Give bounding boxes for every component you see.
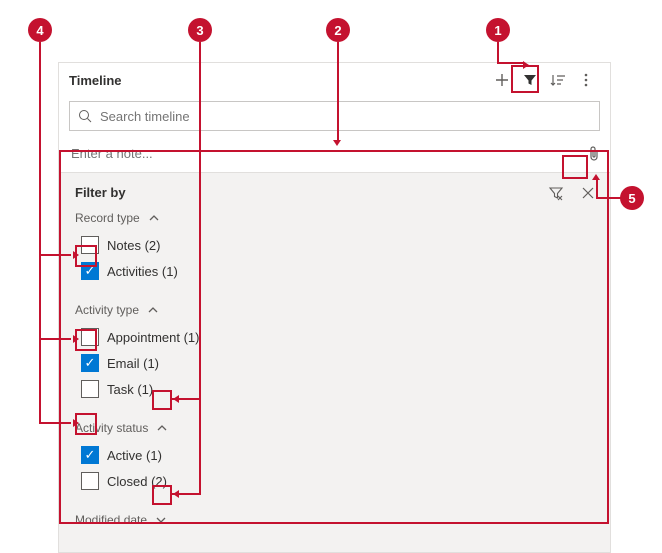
option-email[interactable]: ✓ Email (1) — [75, 350, 594, 376]
filter-panel: Filter by Record type Notes (2) ✓ Activi… — [59, 172, 610, 552]
sort-button[interactable] — [544, 66, 572, 94]
section-record-type[interactable]: Record type — [75, 210, 594, 226]
option-task-label: Task (1) — [107, 382, 153, 397]
option-notes[interactable]: Notes (2) — [75, 232, 594, 258]
chevron-up-icon — [145, 302, 161, 318]
add-button[interactable] — [488, 66, 516, 94]
chevron-up-icon — [154, 420, 170, 436]
section-activity-status[interactable]: Activity status — [75, 420, 594, 436]
timeline-card: Timeline — [58, 62, 611, 553]
checkbox-activities[interactable]: ✓ — [81, 262, 99, 280]
option-task[interactable]: Task (1) — [75, 376, 594, 402]
option-email-label: Email (1) — [107, 356, 159, 371]
section-modified-date[interactable]: Modified date — [75, 512, 594, 528]
checkbox-email[interactable]: ✓ — [81, 354, 99, 372]
option-activities[interactable]: ✓ Activities (1) — [75, 258, 594, 284]
filter-title: Filter by — [75, 185, 594, 200]
option-active-label: Active (1) — [107, 448, 162, 463]
section-activity-status-label: Activity status — [75, 421, 148, 435]
plus-icon — [495, 73, 509, 87]
sort-icon — [550, 73, 566, 87]
checkbox-appointment[interactable] — [81, 328, 99, 346]
checkbox-notes[interactable] — [81, 236, 99, 254]
checkbox-active[interactable]: ✓ — [81, 446, 99, 464]
checkbox-closed[interactable] — [81, 472, 99, 490]
funnel-icon — [523, 73, 537, 87]
attachment-icon[interactable] — [588, 146, 600, 162]
option-appointment-label: Appointment (1) — [107, 330, 200, 345]
filter-button[interactable] — [516, 66, 544, 94]
note-input[interactable] — [69, 145, 582, 162]
chevron-up-icon — [146, 210, 162, 226]
section-activity-type-label: Activity type — [75, 303, 139, 317]
annotation-4: 4 — [28, 18, 52, 42]
more-button[interactable] — [572, 66, 600, 94]
option-appointment[interactable]: Appointment (1) — [75, 324, 594, 350]
option-closed-label: Closed (2) — [107, 474, 167, 489]
checkbox-task[interactable] — [81, 380, 99, 398]
clear-filter-icon — [548, 185, 564, 201]
clear-filter-button[interactable] — [544, 181, 568, 205]
section-modified-date-label: Modified date — [75, 513, 147, 527]
option-closed[interactable]: Closed (2) — [75, 468, 594, 494]
section-record-type-label: Record type — [75, 211, 140, 225]
option-activities-label: Activities (1) — [107, 264, 178, 279]
search-input[interactable] — [98, 108, 591, 125]
option-notes-label: Notes (2) — [107, 238, 160, 253]
chevron-down-icon — [153, 512, 169, 528]
annotation-1: 1 — [486, 18, 510, 42]
search-icon — [78, 109, 92, 123]
section-activity-type[interactable]: Activity type — [75, 302, 594, 318]
search-box[interactable] — [69, 101, 600, 131]
close-icon — [581, 186, 595, 200]
annotation-3: 3 — [188, 18, 212, 42]
option-active[interactable]: ✓ Active (1) — [75, 442, 594, 468]
annotation-2: 2 — [326, 18, 350, 42]
timeline-title: Timeline — [69, 73, 488, 88]
kebab-icon — [584, 73, 588, 87]
annotation-5: 5 — [620, 186, 644, 210]
